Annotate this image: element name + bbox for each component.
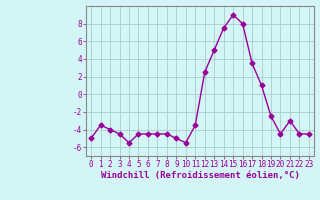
X-axis label: Windchill (Refroidissement éolien,°C): Windchill (Refroidissement éolien,°C) <box>100 171 300 180</box>
